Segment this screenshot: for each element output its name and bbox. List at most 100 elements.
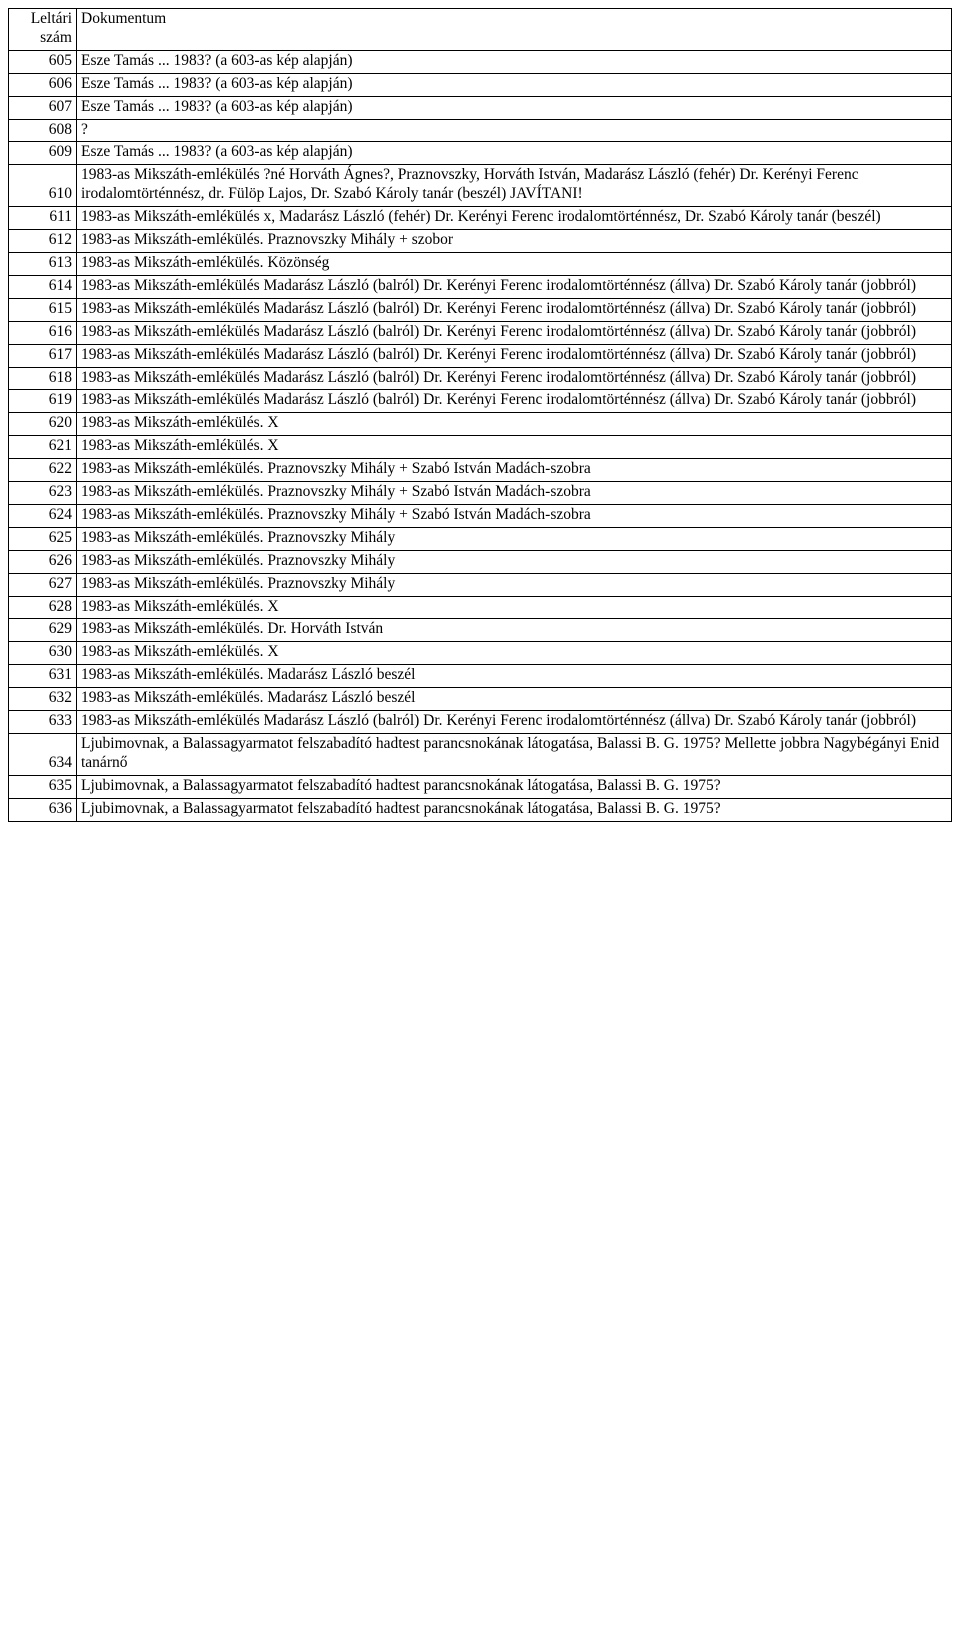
inventory-number-cell: 619	[9, 390, 77, 413]
document-cell: Esze Tamás ... 1983? (a 603-as kép alapj…	[77, 142, 952, 165]
document-cell: 1983-as Mikszáth-emlékülés Madarász Lász…	[77, 298, 952, 321]
table-row: 6311983-as Mikszáth-emlékülés. Madarász …	[9, 665, 952, 688]
inventory-number-cell: 630	[9, 642, 77, 665]
document-cell: 1983-as Mikszáth-emlékülés. Praznovszky …	[77, 550, 952, 573]
document-cell: 1983-as Mikszáth-emlékülés x, Madarász L…	[77, 207, 952, 230]
document-cell: Ljubimovnak, a Balassagyarmatot felszaba…	[77, 734, 952, 776]
inventory-number-cell: 635	[9, 775, 77, 798]
document-cell: 1983-as Mikszáth-emlékülés ?né Horváth Á…	[77, 165, 952, 207]
document-cell: 1983-as Mikszáth-emlékülés Madarász Lász…	[77, 711, 952, 734]
table-row: 6201983-as Mikszáth-emlékülés. X	[9, 413, 952, 436]
table-row: 635Ljubimovnak, a Balassagyarmatot felsz…	[9, 775, 952, 798]
document-cell: 1983-as Mikszáth-emlékülés. Dr. Horváth …	[77, 619, 952, 642]
inventory-number-cell: 608	[9, 119, 77, 142]
table-row: 6221983-as Mikszáth-emlékülés. Praznovsz…	[9, 459, 952, 482]
inventory-number-cell: 625	[9, 527, 77, 550]
inventory-table: Leltári szám Dokumentum 605Esze Tamás ..…	[8, 8, 952, 822]
table-row: 6211983-as Mikszáth-emlékülés. X	[9, 436, 952, 459]
table-row: 6301983-as Mikszáth-emlékülés. X	[9, 642, 952, 665]
table-row: 6101983-as Mikszáth-emlékülés ?né Horvát…	[9, 165, 952, 207]
header-inventory-number: Leltári szám	[9, 9, 77, 51]
table-row: 6241983-as Mikszáth-emlékülés. Praznovsz…	[9, 504, 952, 527]
table-row: 606Esze Tamás ... 1983? (a 603-as kép al…	[9, 73, 952, 96]
table-row: 6261983-as Mikszáth-emlékülés. Praznovsz…	[9, 550, 952, 573]
document-cell: 1983-as Mikszáth-emlékülés. Praznovszky …	[77, 504, 952, 527]
inventory-number-cell: 616	[9, 321, 77, 344]
document-cell: 1983-as Mikszáth-emlékülés Madarász Lász…	[77, 390, 952, 413]
table-row: 636Ljubimovnak, a Balassagyarmatot felsz…	[9, 798, 952, 821]
table-row: 6141983-as Mikszáth-emlékülés Madarász L…	[9, 275, 952, 298]
document-cell: Ljubimovnak, a Balassagyarmatot felszaba…	[77, 798, 952, 821]
document-cell: 1983-as Mikszáth-emlékülés. Praznovszky …	[77, 230, 952, 253]
document-cell: 1983-as Mikszáth-emlékülés. X	[77, 596, 952, 619]
document-cell: Ljubimovnak, a Balassagyarmatot felszaba…	[77, 775, 952, 798]
table-row: 6171983-as Mikszáth-emlékülés Madarász L…	[9, 344, 952, 367]
inventory-number-cell: 609	[9, 142, 77, 165]
inventory-number-cell: 631	[9, 665, 77, 688]
document-cell: 1983-as Mikszáth-emlékülés Madarász Lász…	[77, 321, 952, 344]
document-cell: 1983-as Mikszáth-emlékülés. X	[77, 436, 952, 459]
inventory-number-cell: 610	[9, 165, 77, 207]
table-row: 6111983-as Mikszáth-emlékülés x, Madarás…	[9, 207, 952, 230]
inventory-number-cell: 636	[9, 798, 77, 821]
inventory-number-cell: 633	[9, 711, 77, 734]
document-cell: 1983-as Mikszáth-emlékülés Madarász Lász…	[77, 275, 952, 298]
document-cell: 1983-as Mikszáth-emlékülés. Praznovszky …	[77, 459, 952, 482]
document-cell: 1983-as Mikszáth-emlékülés. Praznovszky …	[77, 527, 952, 550]
table-row: 6121983-as Mikszáth-emlékülés. Praznovsz…	[9, 230, 952, 253]
document-cell: Esze Tamás ... 1983? (a 603-as kép alapj…	[77, 73, 952, 96]
table-row: 634Ljubimovnak, a Balassagyarmatot felsz…	[9, 734, 952, 776]
inventory-number-cell: 624	[9, 504, 77, 527]
inventory-number-cell: 617	[9, 344, 77, 367]
inventory-number-cell: 634	[9, 734, 77, 776]
document-cell: ?	[77, 119, 952, 142]
document-cell: 1983-as Mikszáth-emlékülés. Madarász Lás…	[77, 688, 952, 711]
table-row: 6181983-as Mikszáth-emlékülés Madarász L…	[9, 367, 952, 390]
inventory-number-cell: 626	[9, 550, 77, 573]
inventory-number-cell: 615	[9, 298, 77, 321]
table-row: 607Esze Tamás ... 1983? (a 603-as kép al…	[9, 96, 952, 119]
inventory-number-cell: 612	[9, 230, 77, 253]
table-row: 6161983-as Mikszáth-emlékülés Madarász L…	[9, 321, 952, 344]
header-row: Leltári szám Dokumentum	[9, 9, 952, 51]
inventory-number-cell: 607	[9, 96, 77, 119]
document-cell: 1983-as Mikszáth-emlékülés. Praznovszky …	[77, 482, 952, 505]
inventory-number-cell: 623	[9, 482, 77, 505]
table-row: 6271983-as Mikszáth-emlékülés. Praznovsz…	[9, 573, 952, 596]
table-row: 6131983-as Mikszáth-emlékülés. Közönség	[9, 252, 952, 275]
document-cell: 1983-as Mikszáth-emlékülés. X	[77, 642, 952, 665]
table-row: 6321983-as Mikszáth-emlékülés. Madarász …	[9, 688, 952, 711]
document-cell: 1983-as Mikszáth-emlékülés. Praznovszky …	[77, 573, 952, 596]
inventory-number-cell: 620	[9, 413, 77, 436]
inventory-number-cell: 632	[9, 688, 77, 711]
table-row: 605Esze Tamás ... 1983? (a 603-as kép al…	[9, 50, 952, 73]
inventory-number-cell: 629	[9, 619, 77, 642]
header-document: Dokumentum	[77, 9, 952, 51]
inventory-number-cell: 621	[9, 436, 77, 459]
inventory-number-cell: 606	[9, 73, 77, 96]
inventory-number-cell: 611	[9, 207, 77, 230]
inventory-number-cell: 605	[9, 50, 77, 73]
inventory-number-cell: 613	[9, 252, 77, 275]
inventory-number-cell: 622	[9, 459, 77, 482]
table-row: 608?	[9, 119, 952, 142]
document-cell: 1983-as Mikszáth-emlékülés. Közönség	[77, 252, 952, 275]
document-cell: 1983-as Mikszáth-emlékülés. X	[77, 413, 952, 436]
table-row: 6291983-as Mikszáth-emlékülés. Dr. Horvá…	[9, 619, 952, 642]
table-row: 6151983-as Mikszáth-emlékülés Madarász L…	[9, 298, 952, 321]
inventory-number-cell: 618	[9, 367, 77, 390]
inventory-number-cell: 627	[9, 573, 77, 596]
table-row: 609Esze Tamás ... 1983? (a 603-as kép al…	[9, 142, 952, 165]
table-row: 6281983-as Mikszáth-emlékülés. X	[9, 596, 952, 619]
document-cell: Esze Tamás ... 1983? (a 603-as kép alapj…	[77, 50, 952, 73]
table-row: 6251983-as Mikszáth-emlékülés. Praznovsz…	[9, 527, 952, 550]
inventory-number-cell: 628	[9, 596, 77, 619]
document-cell: 1983-as Mikszáth-emlékülés. Madarász Lás…	[77, 665, 952, 688]
table-row: 6231983-as Mikszáth-emlékülés. Praznovsz…	[9, 482, 952, 505]
table-row: 6331983-as Mikszáth-emlékülés Madarász L…	[9, 711, 952, 734]
inventory-number-cell: 614	[9, 275, 77, 298]
document-cell: Esze Tamás ... 1983? (a 603-as kép alapj…	[77, 96, 952, 119]
document-cell: 1983-as Mikszáth-emlékülés Madarász Lász…	[77, 367, 952, 390]
header-col1-line1: Leltári	[31, 10, 72, 27]
document-cell: 1983-as Mikszáth-emlékülés Madarász Lász…	[77, 344, 952, 367]
